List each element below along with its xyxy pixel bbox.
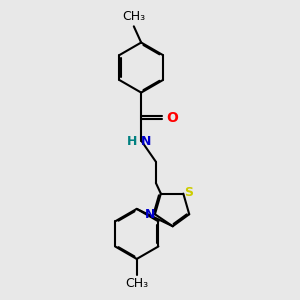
Text: CH₃: CH₃ (125, 278, 148, 290)
Text: S: S (184, 186, 193, 199)
Text: N: N (141, 135, 152, 148)
Text: CH₃: CH₃ (122, 11, 146, 23)
Text: N: N (145, 208, 155, 221)
Text: H: H (127, 135, 137, 148)
Text: O: O (167, 111, 178, 124)
